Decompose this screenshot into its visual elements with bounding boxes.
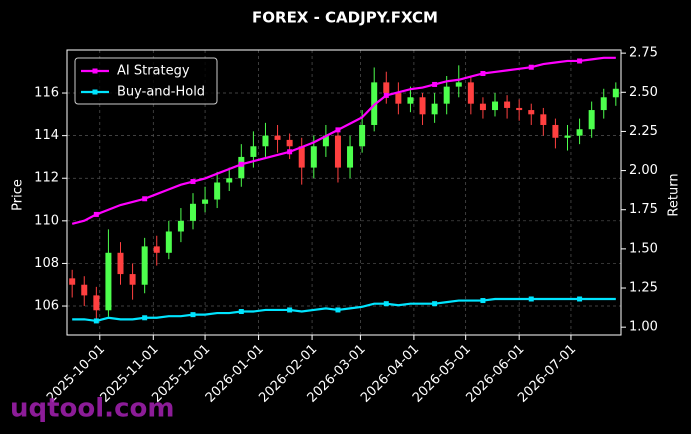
y-tick-label: 116 xyxy=(34,86,59,101)
candle-body xyxy=(153,246,160,253)
candle-body xyxy=(467,82,474,104)
candle-body xyxy=(250,146,257,157)
line-marker xyxy=(432,81,438,87)
candle-body xyxy=(165,231,172,253)
y2-tick-label: 1.00 xyxy=(629,320,658,335)
candle-body xyxy=(540,114,547,125)
candle-body xyxy=(105,252,112,311)
y2-tick-label: 1.50 xyxy=(629,241,658,256)
candle-body xyxy=(310,146,317,168)
candle-body xyxy=(407,97,414,104)
candle-body xyxy=(516,107,523,111)
line-marker xyxy=(335,127,341,133)
candle-body xyxy=(600,97,607,111)
y-tick-label: 110 xyxy=(34,213,59,228)
line-marker xyxy=(142,196,148,202)
line-marker xyxy=(577,58,583,64)
line-marker xyxy=(528,296,534,302)
candle-body xyxy=(117,252,124,275)
line-marker xyxy=(190,312,196,318)
candle-body xyxy=(298,146,305,168)
y-axis-label: Price xyxy=(11,179,26,211)
candle-body xyxy=(69,278,76,285)
line-marker xyxy=(335,307,341,313)
watermark: uqtool.com xyxy=(10,394,174,424)
line-marker xyxy=(383,301,389,307)
legend-box xyxy=(74,57,218,105)
y2-tick-label: 2.50 xyxy=(629,85,658,100)
candle-body xyxy=(286,139,293,147)
candle-body xyxy=(443,86,450,104)
candle-body xyxy=(226,178,233,183)
y2-tick-label: 2.75 xyxy=(629,46,658,61)
plot-frame xyxy=(66,49,622,336)
candle-body xyxy=(141,246,148,285)
chart-title: FOREX - CADJPY.FXCM xyxy=(252,9,438,27)
line-marker xyxy=(480,298,486,304)
candle-body xyxy=(322,135,329,147)
legend-label: Buy-and-Hold xyxy=(117,85,205,100)
line-marker xyxy=(238,309,244,315)
candle-body xyxy=(238,156,245,179)
line-marker xyxy=(190,179,196,185)
line-marker xyxy=(93,211,99,217)
line-marker xyxy=(480,70,486,76)
line-marker xyxy=(287,149,293,155)
candle-body xyxy=(612,88,619,98)
line-marker xyxy=(287,307,293,313)
legend-marker xyxy=(92,68,98,74)
candle-body xyxy=(552,124,559,138)
candle-body xyxy=(347,146,354,168)
candle-body xyxy=(588,110,595,130)
candle-body xyxy=(431,103,438,115)
candle-body xyxy=(359,124,366,147)
candle-body xyxy=(504,101,511,108)
candle-body xyxy=(528,110,535,115)
y-tick-label: 108 xyxy=(34,256,59,271)
line-marker xyxy=(383,92,389,98)
candle-body xyxy=(93,295,100,311)
line-marker xyxy=(93,318,99,324)
line-series xyxy=(72,297,616,323)
line-series xyxy=(71,56,616,225)
candle-body xyxy=(479,103,486,111)
y-tick-label: 114 xyxy=(34,128,59,143)
line-marker xyxy=(528,64,534,70)
y2-tick-label: 1.75 xyxy=(629,202,658,217)
y2-tick-label: 2.00 xyxy=(629,163,658,178)
y2-tick-label: 1.25 xyxy=(629,281,658,296)
candle-body xyxy=(334,135,341,168)
y-tick-label: 106 xyxy=(34,299,59,314)
legend-label: AI Strategy xyxy=(117,64,190,79)
line-marker xyxy=(142,315,148,321)
candle-body xyxy=(492,101,499,111)
candle-body xyxy=(383,82,390,94)
candle-body xyxy=(564,135,571,138)
candle-body xyxy=(189,203,196,221)
candle-body xyxy=(129,274,136,285)
y-tick-label: 112 xyxy=(34,171,59,186)
line-marker xyxy=(577,296,583,302)
y2-axis-label: Return xyxy=(667,173,682,216)
candle-body xyxy=(274,135,281,140)
line-marker xyxy=(238,161,244,167)
y2-tick-label: 2.25 xyxy=(629,124,658,139)
candle-body xyxy=(177,220,184,232)
line-marker xyxy=(432,301,438,307)
candle-body xyxy=(81,284,88,296)
candle-body xyxy=(202,199,209,204)
candle-body xyxy=(395,93,402,104)
candle-body xyxy=(455,82,462,87)
candle-body xyxy=(214,182,221,200)
legend-marker xyxy=(92,89,98,95)
candle-body xyxy=(419,97,426,115)
candle-body xyxy=(576,129,583,136)
candle-body xyxy=(262,135,269,147)
